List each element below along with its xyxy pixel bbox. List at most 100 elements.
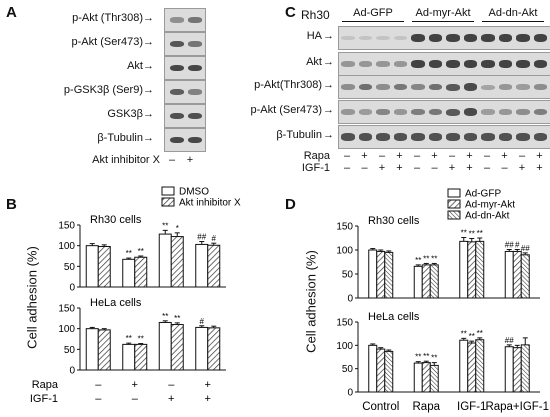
blot-c-igf-sign: – [361, 162, 368, 174]
blot-c-band [498, 34, 512, 42]
blot-a-treatment-label: Akt inhibitor X [92, 154, 160, 166]
significance-mark: ** [431, 254, 437, 263]
treatment-label: Rapa [32, 379, 59, 391]
blot-c-band [481, 133, 495, 141]
blot-c-rapa-label: Rapa [303, 150, 330, 162]
treatment-sign: – [95, 393, 102, 405]
x-category-label: Rapa+IGF-1 [485, 401, 549, 413]
blot-c-band [463, 133, 477, 141]
blot-c-band [393, 35, 407, 41]
significance-mark: ** [469, 229, 475, 238]
blot-c-band [341, 35, 355, 41]
y-tick-label: 150 [336, 318, 353, 329]
blot-a-sign: + [186, 154, 194, 166]
blot-c-igf-sign: – [501, 162, 508, 174]
blot-c-band [533, 133, 547, 141]
blot-c-strip [338, 26, 550, 50]
blot-c-band [498, 84, 512, 90]
blot-a-arrow-icon: → [143, 12, 154, 24]
blot-c-rapa-sign: + [396, 150, 403, 162]
y-tick-label: 0 [347, 294, 353, 305]
blot-a-arrow-icon: → [143, 60, 154, 72]
bar [376, 250, 386, 299]
blot-c-group-underline [412, 21, 474, 22]
y-tick-label: 100 [336, 246, 353, 257]
significance-mark: ** [423, 352, 429, 361]
blot-c-igf-sign: + [536, 162, 543, 174]
blot-c-rapa-sign: – [413, 150, 421, 162]
blot-c-band [516, 133, 530, 141]
blot-c-band [463, 34, 477, 42]
panel-a-letter: A [6, 4, 17, 21]
bar [475, 339, 485, 393]
blot-c-group-underline [342, 21, 404, 22]
legend-swatch [447, 188, 461, 198]
blot-c-group-label: Ad-dn-Akt [488, 7, 538, 19]
significance-mark: ** [423, 254, 429, 263]
blot-c-igf-sign: – [431, 162, 438, 174]
blot-a-band [170, 40, 184, 48]
blot-c-band [376, 84, 390, 90]
y-tick-label: 100 [58, 324, 75, 335]
blot-c-igf-sign: – [413, 162, 421, 174]
bar [459, 339, 469, 393]
chart-title: HeLa cells [368, 311, 420, 323]
blot-a-arrow-icon: → [143, 36, 154, 48]
blot-c-rapa-sign: – [518, 150, 526, 162]
blot-c-band [481, 34, 495, 42]
blot-c-band [411, 133, 425, 141]
legend-label: Ad-myr-Akt [465, 200, 515, 211]
bar [384, 251, 394, 299]
blot-c-band [481, 109, 495, 115]
legend-swatch [161, 186, 175, 196]
blot-c-group-label: Ad-myr-Akt [415, 7, 471, 19]
blot-a-arrow-icon: → [143, 132, 154, 144]
blot-a-band [188, 112, 202, 120]
y-tick-label: 150 [58, 304, 75, 315]
x-category-label: Control [362, 401, 399, 413]
bar [459, 240, 469, 299]
blot-c-band [376, 61, 390, 67]
significance-mark: ** [126, 334, 132, 343]
blot-a-row-label: p-Akt (Ser473) [71, 36, 143, 48]
blot-c-strip [338, 100, 550, 124]
y-tick-label: 0 [69, 366, 75, 377]
significance-mark: ## [505, 241, 514, 250]
blot-c-cell-line: Rh30 [301, 8, 330, 22]
blot-c-band [411, 84, 425, 90]
blot-c-band [463, 108, 477, 116]
bar [384, 350, 394, 393]
significance-mark: ** [431, 354, 437, 363]
y-tick-label: 50 [342, 364, 354, 375]
blot-c-band [376, 35, 390, 41]
blot-c-igf-sign: + [378, 162, 386, 174]
blot-c-band [516, 34, 530, 42]
chart-title: Rh30 cells [368, 215, 420, 227]
x-category-label: IGF-1 [457, 401, 486, 413]
bar [421, 264, 431, 299]
blot-c-band [341, 84, 355, 90]
blot-c-band [533, 109, 547, 115]
blot-c-strip [338, 125, 550, 149]
chart-title: Rh30 cells [90, 214, 142, 226]
treatment-sign: – [132, 393, 139, 405]
blot-c-band [428, 83, 442, 91]
blot-c-rapa-sign: + [536, 150, 543, 162]
y-tick-label: 0 [69, 283, 75, 294]
bar [429, 264, 439, 299]
significance-mark: ## [197, 233, 206, 242]
significance-mark: ## [521, 244, 530, 253]
legend-label: Ad-dn-Akt [465, 211, 510, 222]
blot-a-band [170, 88, 184, 96]
blot-a-sign: – [168, 154, 176, 166]
blot-c-band [481, 60, 495, 68]
blot-c-row-label: p-Akt(Thr308) [254, 79, 322, 91]
blot-c-band [533, 84, 547, 90]
blot-c-band [446, 108, 460, 116]
blot-c-band [498, 133, 512, 141]
blot-a-strip [164, 80, 206, 104]
blot-c-band [428, 60, 442, 68]
blot-c-igf-sign: + [518, 162, 526, 174]
y-tick-label: 50 [64, 345, 76, 356]
blot-c-rapa-sign: – [378, 150, 386, 162]
